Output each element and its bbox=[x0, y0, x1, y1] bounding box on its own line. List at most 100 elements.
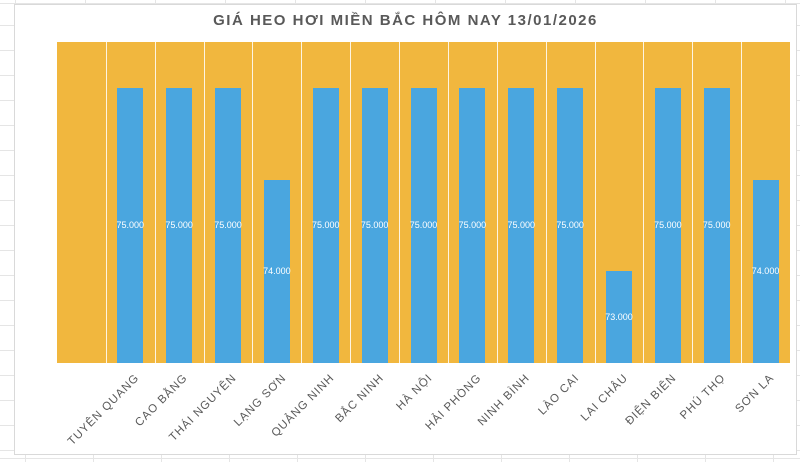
worksheet-gridline bbox=[797, 300, 800, 301]
bar-value-label: 75.000 bbox=[702, 220, 731, 231]
category-label: HẢI PHÒNG bbox=[423, 372, 484, 433]
bar-value-label: 75.000 bbox=[312, 220, 340, 231]
worksheet-gridline bbox=[0, 75, 14, 76]
bar-value-label: 75.000 bbox=[654, 220, 682, 231]
bar-value-label: 74.000 bbox=[263, 266, 291, 277]
worksheet-gridline bbox=[797, 350, 800, 351]
column-separator-line bbox=[105, 42, 107, 363]
bar-value-label: 75.000 bbox=[165, 220, 193, 231]
plot-area[interactable]: 75.000 75.000 75.000 74.000 75.000 75.000 75.0… bbox=[57, 42, 790, 363]
bar-value-label: 75.000 bbox=[360, 220, 389, 231]
worksheet-gridline bbox=[797, 150, 800, 151]
column-separator-line bbox=[447, 42, 449, 363]
bar[interactable]: 74.000 bbox=[751, 179, 780, 363]
worksheet-gridline bbox=[0, 425, 14, 426]
worksheet-gridline bbox=[715, 0, 716, 3]
worksheet-gridline bbox=[0, 458, 800, 459]
bar-value-label: 75.000 bbox=[116, 220, 145, 231]
worksheet-gridline bbox=[797, 175, 800, 176]
worksheet-gridline bbox=[575, 0, 576, 3]
worksheet-gridline bbox=[433, 455, 434, 462]
worksheet-gridline bbox=[797, 225, 800, 226]
column-separator-line bbox=[643, 42, 645, 363]
worksheet-gridline bbox=[155, 0, 156, 3]
worksheet-gridline bbox=[161, 455, 162, 462]
worksheet-gridline bbox=[797, 125, 800, 126]
bar[interactable]: 75.000 bbox=[507, 87, 535, 363]
worksheet-gridline bbox=[797, 75, 800, 76]
category-label: QUẢNG NINH bbox=[269, 372, 338, 440]
worksheet-gridline bbox=[297, 455, 298, 462]
worksheet-gridline bbox=[0, 375, 14, 376]
category-label: ĐIỆN BIÊN bbox=[623, 372, 680, 428]
worksheet-gridline bbox=[0, 125, 14, 126]
worksheet-gridline bbox=[0, 175, 14, 176]
category-label: SƠN LA bbox=[733, 372, 778, 416]
worksheet-gridline bbox=[0, 300, 14, 301]
worksheet-gridline bbox=[797, 450, 800, 451]
column-separator-line bbox=[545, 42, 547, 363]
bar[interactable]: 75.000 bbox=[556, 87, 584, 363]
column-separator-line bbox=[301, 42, 303, 363]
category-label: TUYÊN QUANG bbox=[65, 372, 142, 448]
column-separator-line bbox=[496, 42, 498, 363]
bar[interactable]: 75.000 bbox=[312, 87, 340, 363]
worksheet-gridline bbox=[0, 275, 14, 276]
column-separator-line bbox=[594, 42, 596, 363]
category-label: CAO BẰNG bbox=[133, 372, 191, 430]
worksheet-gridline bbox=[0, 150, 14, 151]
category-label: LẠNG SƠN bbox=[231, 372, 289, 429]
bar[interactable]: 75.000 bbox=[409, 87, 438, 363]
worksheet-gridline bbox=[295, 0, 296, 3]
bar-value-label: 73.000 bbox=[605, 312, 633, 323]
worksheet-gridline bbox=[797, 25, 800, 26]
bar[interactable]: 75.000 bbox=[702, 87, 731, 363]
bar[interactable]: 74.000 bbox=[263, 179, 291, 363]
bar-value-label: 75.000 bbox=[214, 220, 242, 231]
worksheet-gridline bbox=[0, 350, 14, 351]
worksheet-gridline bbox=[25, 455, 26, 462]
bar-value-label: 74.000 bbox=[751, 266, 780, 277]
bar-value-label: 75.000 bbox=[458, 220, 487, 231]
worksheet-gridline bbox=[0, 50, 14, 51]
bar[interactable]: 75.000 bbox=[360, 87, 389, 363]
category-label: THÁI NGUYÊN bbox=[167, 372, 240, 444]
worksheet-gridline bbox=[0, 450, 14, 451]
category-label: BẮC NINH bbox=[333, 372, 387, 425]
column-separator-line bbox=[741, 42, 743, 363]
worksheet-gridline bbox=[0, 3, 800, 4]
worksheet-gridline bbox=[435, 0, 436, 3]
category-label: LAI CHÂU bbox=[578, 372, 631, 424]
worksheet-gridline bbox=[0, 400, 14, 401]
column-separator-line bbox=[252, 42, 254, 363]
bar[interactable]: 75.000 bbox=[165, 87, 193, 363]
worksheet-gridline bbox=[797, 375, 800, 376]
worksheet-gridline bbox=[85, 0, 86, 3]
worksheet-gridline bbox=[0, 25, 14, 26]
worksheet-gridline bbox=[365, 455, 366, 462]
worksheet-gridline bbox=[637, 455, 638, 462]
bar[interactable]: 75.000 bbox=[458, 87, 487, 363]
worksheet-gridline bbox=[229, 455, 230, 462]
worksheet-gridline bbox=[645, 0, 646, 3]
worksheet-gridline bbox=[0, 200, 14, 201]
worksheet-gridline bbox=[15, 0, 16, 3]
worksheet-gridline bbox=[797, 325, 800, 326]
bar[interactable]: 73.000 bbox=[605, 271, 633, 363]
chart[interactable]: GIÁ HEO HƠI MIỀN BẮC HÔM NAY 13/01/2026 … bbox=[14, 4, 797, 455]
category-label: LÀO CAI bbox=[536, 372, 582, 418]
bar[interactable]: 75.000 bbox=[214, 87, 242, 363]
worksheet-gridline bbox=[797, 50, 800, 51]
bar[interactable]: 75.000 bbox=[654, 87, 682, 363]
bar-value-label: 75.000 bbox=[409, 220, 438, 231]
worksheet-gridline bbox=[785, 0, 786, 3]
bar[interactable]: 75.000 bbox=[116, 87, 145, 363]
worksheet-gridline bbox=[93, 455, 94, 462]
worksheet-gridline bbox=[797, 100, 800, 101]
worksheet-gridline bbox=[225, 0, 226, 3]
worksheet-gridline bbox=[0, 325, 14, 326]
worksheet-gridline bbox=[0, 225, 14, 226]
column-separator-line bbox=[203, 42, 205, 363]
column-separator-line bbox=[154, 42, 156, 363]
